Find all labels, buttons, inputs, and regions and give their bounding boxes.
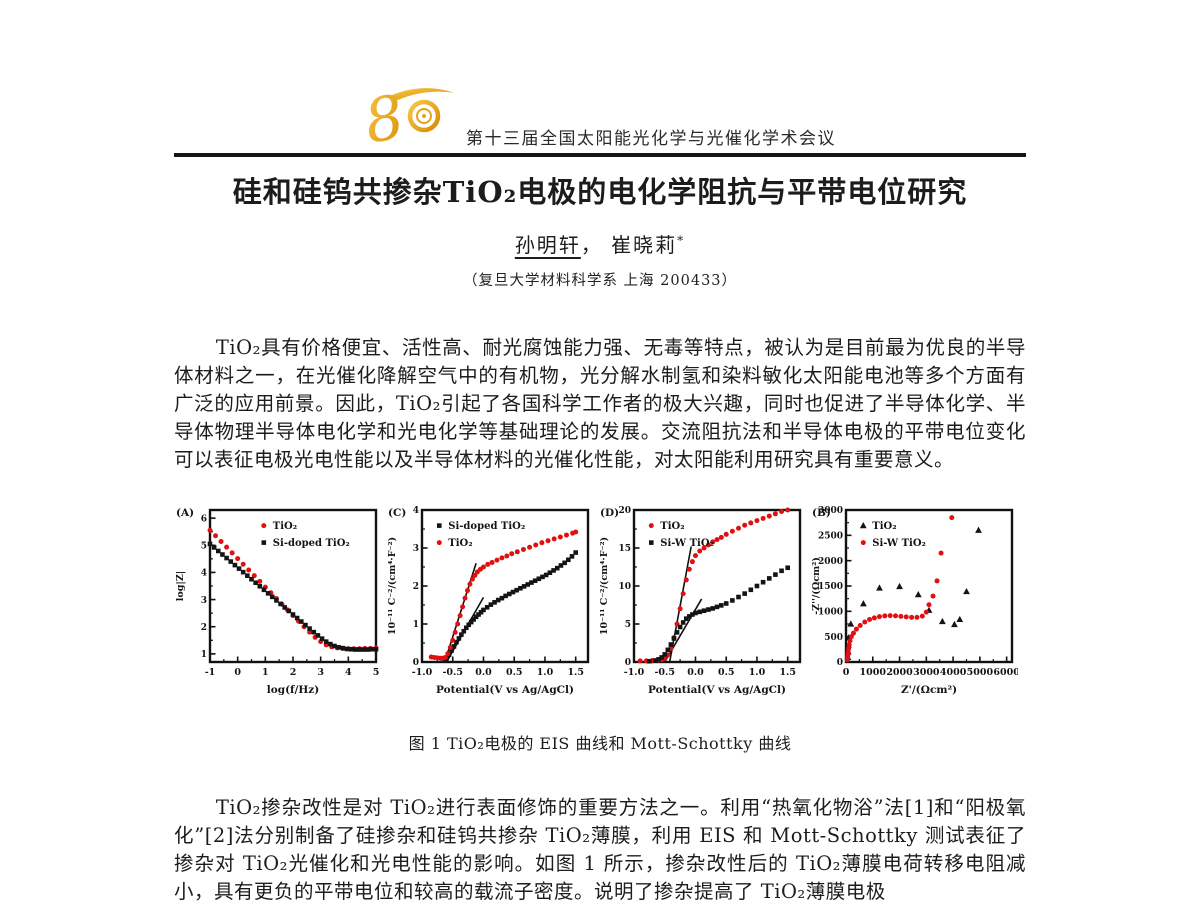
svg-text:4: 4	[345, 667, 352, 678]
svg-text:0.0: 0.0	[687, 667, 704, 678]
svg-text:4: 4	[413, 506, 419, 516]
svg-text:(D): (D)	[600, 507, 619, 519]
svg-text:0: 0	[625, 658, 631, 668]
svg-text:4: 4	[201, 569, 207, 579]
svg-text:2: 2	[201, 623, 207, 633]
svg-text:(A): (A)	[176, 507, 194, 519]
svg-text:0.0: 0.0	[475, 667, 492, 678]
paper-title: 硅和硅钨共掺杂TiO₂电极的电化学阻抗与平带电位研究	[232, 175, 968, 209]
svg-text:Si-doped TiO₂: Si-doped TiO₂	[273, 538, 350, 549]
author-first: 孙明轩	[514, 233, 581, 257]
header-rule	[174, 153, 1026, 157]
svg-text:Potential(V vs Ag/AgCl): Potential(V vs Ag/AgCl)	[648, 684, 786, 696]
author-separator: ，	[580, 233, 612, 257]
svg-text:2500: 2500	[818, 532, 843, 542]
svg-text:0: 0	[837, 658, 843, 668]
svg-text:6000: 6000	[993, 667, 1018, 678]
svg-text:3: 3	[317, 667, 324, 678]
svg-text:0.5: 0.5	[506, 667, 523, 678]
svg-text:0: 0	[234, 667, 241, 678]
svg-text:Si-W TiO₂: Si-W TiO₂	[872, 538, 926, 549]
svg-text:1: 1	[262, 667, 269, 678]
svg-text:0.5: 0.5	[718, 667, 735, 678]
svg-text:1000: 1000	[818, 608, 843, 618]
affiliation: （复旦大学材料科学系 上海 200433）	[462, 273, 738, 289]
svg-text:-1: -1	[205, 667, 216, 678]
svg-text:10: 10	[618, 582, 631, 592]
svg-text:Si-doped TiO₂: Si-doped TiO₂	[448, 521, 525, 532]
svg-text:2000: 2000	[818, 557, 843, 567]
figure-1-charts: -1 0 1 2 3 4 5 1 2 3 4 5 6 log(f/Hz) log|Z| (A) TiO₂ Si-d…	[174, 500, 1026, 718]
svg-text:-0.5: -0.5	[654, 667, 674, 678]
chart-d-mott-schottky-siw: -1.0 -0.5 0.0 0.5 1.0 1.5 0 5 10 15 20 Potential(V …	[598, 500, 806, 718]
svg-text:1: 1	[201, 650, 207, 660]
figure-1-caption: 图 1 TiO₂电极的 EIS 曲线和 Mott-Schottky 曲线	[408, 734, 792, 753]
svg-text:0: 0	[843, 667, 850, 678]
svg-text:-1.0: -1.0	[412, 667, 433, 678]
svg-text:log|Z|: log|Z|	[175, 571, 186, 601]
paragraph-2: TiO₂掺杂改性是对 TiO₂进行表面修饰的重要方法之一。利用“热氧化物浴”法[…	[174, 796, 1026, 903]
svg-text:5: 5	[201, 541, 207, 551]
svg-text:-Z''/(Ωcm²): -Z''/(Ωcm²)	[811, 557, 822, 615]
logo-sun-core	[422, 114, 426, 118]
svg-text:Z'/(Ωcm²): Z'/(Ωcm²)	[901, 684, 957, 696]
author-line: 孙明轩， 崔晓莉*	[174, 229, 1026, 258]
chart-c-mott-schottky-si: -1.0 -0.5 0.0 0.5 1.0 1.5 0 1 2 3 4 Potential(V vs …	[386, 500, 594, 718]
author-second: 崔晓莉	[611, 233, 678, 257]
svg-text:TiO₂: TiO₂	[273, 521, 297, 532]
svg-text:TiO₂: TiO₂	[660, 521, 684, 532]
svg-text:3000: 3000	[913, 667, 940, 678]
svg-text:3: 3	[413, 544, 419, 554]
svg-text:10⁻¹¹ C⁻²/(cm⁴·F⁻²): 10⁻¹¹ C⁻²/(cm⁴·F⁻²)	[599, 537, 610, 635]
svg-text:10⁻¹¹ C⁻²/(cm⁴·F⁻²): 10⁻¹¹ C⁻²/(cm⁴·F⁻²)	[387, 537, 398, 635]
logo-sun-ring-inner	[416, 108, 432, 124]
svg-text:TiO₂: TiO₂	[448, 538, 472, 549]
svg-text:-1.0: -1.0	[624, 667, 645, 678]
svg-text:log(f/Hz): log(f/Hz)	[267, 684, 320, 696]
svg-text:1000: 1000	[860, 667, 887, 678]
svg-text:2: 2	[290, 667, 297, 678]
svg-text:(B): (B)	[812, 507, 831, 519]
svg-text:2: 2	[413, 582, 419, 592]
svg-text:3000: 3000	[818, 506, 843, 516]
logo-swoosh	[390, 88, 454, 100]
svg-text:3: 3	[201, 596, 207, 606]
svg-text:1.5: 1.5	[567, 667, 584, 678]
svg-text:1500: 1500	[818, 582, 843, 592]
svg-text:500: 500	[824, 633, 843, 643]
svg-text:2000: 2000	[886, 667, 913, 678]
chart-a-eis-bode: -1 0 1 2 3 4 5 1 2 3 4 5 6 log(f/Hz) log|Z| (A) TiO₂ Si-d…	[174, 500, 382, 718]
chart-b-nyquist: 0 1000 2000 3000 4000 5000 6000 0 500 1000 1500 200…	[810, 500, 1018, 718]
svg-text:1: 1	[413, 620, 419, 630]
anniversary-80-sun-logo: 8	[364, 84, 454, 150]
conference-name: 第十三届全国太阳能光化学与光催化学术会议	[466, 129, 836, 149]
document-page: 8 第十三届全国太阳能光化学与光催化学术会议 硅和硅钨共掺杂TiO₂电极的电化学…	[174, 0, 1026, 906]
svg-text:5: 5	[373, 667, 380, 678]
svg-text:TiO₂: TiO₂	[872, 521, 896, 532]
svg-text:4000: 4000	[940, 667, 967, 678]
svg-text:(C): (C)	[388, 507, 406, 519]
svg-text:1.0: 1.0	[749, 667, 766, 678]
svg-text:1.5: 1.5	[779, 667, 796, 678]
svg-text:6: 6	[201, 514, 207, 524]
svg-text:20: 20	[618, 506, 631, 516]
paragraph-1: TiO₂具有价格便宜、活性高、耐光腐蚀能力强、无毒等特点，被认为是目前最为优良的…	[174, 336, 1026, 471]
svg-text:15: 15	[618, 544, 631, 554]
svg-text:Si-W TiO₂: Si-W TiO₂	[660, 538, 714, 549]
svg-text:0: 0	[413, 658, 419, 668]
logo-sun-ring-outer	[407, 99, 441, 133]
svg-text:-0.5: -0.5	[442, 667, 462, 678]
corresponding-author-mark: *	[677, 233, 686, 248]
svg-text:5000: 5000	[967, 667, 994, 678]
svg-text:Potential(V vs Ag/AgCl): Potential(V vs Ag/AgCl)	[436, 684, 574, 696]
page-header: 8 第十三届全国太阳能光化学与光催化学术会议	[174, 0, 1026, 150]
svg-text:5: 5	[625, 620, 631, 630]
svg-text:1.0: 1.0	[537, 667, 554, 678]
